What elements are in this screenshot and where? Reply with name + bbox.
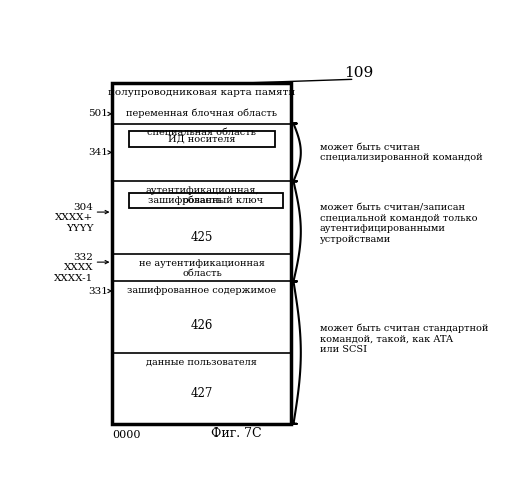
Text: специальная область: специальная область [148, 128, 256, 137]
Text: зашифрованное содержимое: зашифрованное содержимое [128, 286, 277, 295]
Text: 501: 501 [89, 110, 108, 118]
Bar [129, 131, 275, 146]
Text: 425: 425 [191, 230, 213, 243]
Text: полупроводниковая карта памяти: полупроводниковая карта памяти [108, 88, 296, 96]
Text: зашифрованный ключ: зашифрованный ключ [149, 196, 264, 205]
Text: не аутентификационная
область: не аутентификационная область [139, 259, 265, 278]
Text: может быть считан
специализированной командой: может быть считан специализированной ком… [320, 142, 482, 162]
Text: 0000: 0000 [112, 430, 141, 440]
Bar [129, 193, 284, 208]
Text: 426: 426 [191, 319, 213, 332]
Text: 427: 427 [191, 386, 213, 400]
Text: 331: 331 [89, 286, 108, 296]
Text: 341: 341 [89, 148, 108, 157]
Text: Фиг. 7C: Фиг. 7C [211, 428, 262, 440]
Text: 304
XXXX+
YYYY: 304 XXXX+ YYYY [55, 203, 93, 233]
Text: аутентификационная,
область: аутентификационная, область [145, 186, 259, 206]
Text: может быть считан стандартной
командой, такой, как ATA
или SCSI: может быть считан стандартной командой, … [320, 324, 488, 354]
Bar [112, 83, 291, 424]
Text: данные пользователя: данные пользователя [146, 357, 257, 366]
Text: ИД носителя: ИД носителя [168, 134, 236, 143]
Text: 109: 109 [344, 66, 373, 80]
Text: переменная блочная область: переменная блочная область [127, 109, 277, 118]
Text: 332
XXXX
XXXX-1: 332 XXXX XXXX-1 [54, 253, 93, 283]
Text: может быть считан/записан
специальной командой только
аутентифицированными
устро: может быть считан/записан специальной ко… [320, 204, 477, 244]
